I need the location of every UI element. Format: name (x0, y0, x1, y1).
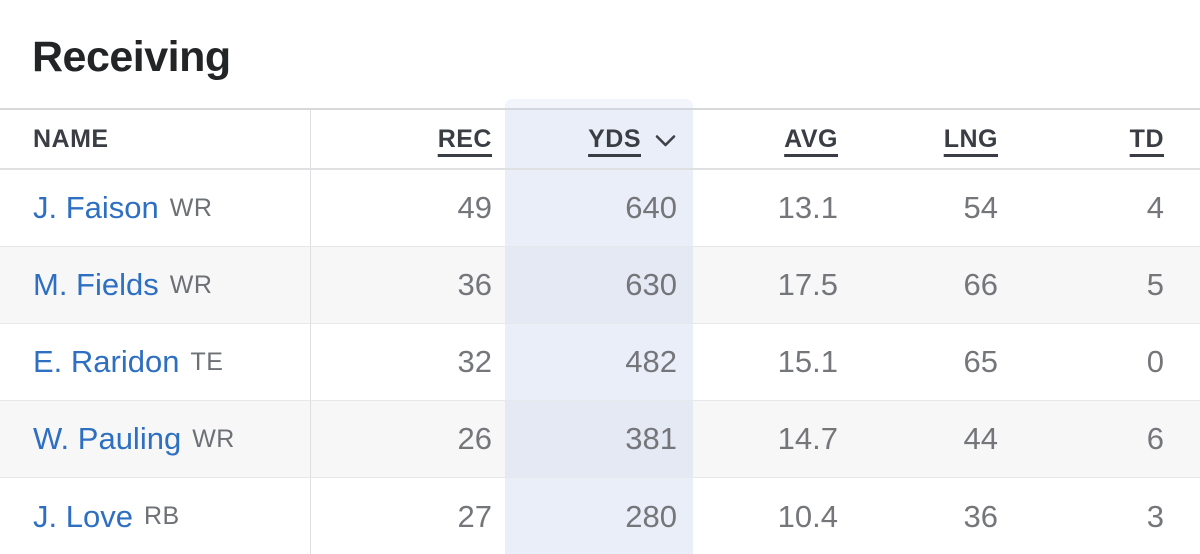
stat-value: 36 (457, 267, 492, 302)
table-row: W. Pauling WR 26 381 14.7 44 6 (0, 401, 1200, 478)
stat-value: 280 (625, 498, 677, 534)
stat-cell-rec: 26 (311, 401, 505, 477)
stat-cell-lng: 65 (852, 324, 1012, 400)
player-link[interactable]: W. Pauling (33, 421, 182, 456)
stat-value: 27 (457, 498, 492, 534)
position-label: TE (190, 347, 224, 376)
player-link[interactable]: M. Fields (33, 267, 159, 302)
table-row: M. Fields WR 36 630 17.5 66 5 (0, 247, 1200, 324)
table-header-row: NAME REC YDS AVG LNG TD (0, 110, 1200, 170)
column-header-td[interactable]: TD (1012, 110, 1200, 168)
stat-value: 26 (457, 421, 492, 456)
player-cell: J. Faison WR (0, 170, 311, 246)
stat-cell-td: 6 (1012, 401, 1200, 477)
stat-value: 17.5 (777, 267, 838, 302)
position-label: WR (192, 424, 235, 453)
stat-cell-avg: 15.1 (693, 324, 852, 400)
stat-cell-td: 4 (1012, 170, 1200, 246)
receiving-table: NAME REC YDS AVG LNG TD (0, 99, 1200, 554)
position-label: WR (169, 270, 213, 299)
player-cell: E. Raridon TE (0, 324, 311, 400)
column-header-label[interactable]: TD (1129, 124, 1164, 153)
stat-cell-rec: 49 (311, 170, 505, 246)
stat-cell-avg: 13.1 (693, 170, 852, 246)
position-label: WR (169, 193, 213, 222)
stat-cell-lng: 54 (852, 170, 1012, 246)
stat-value: 6 (1146, 421, 1164, 456)
stat-value: 640 (625, 190, 677, 225)
stat-cell-lng: 36 (852, 478, 1012, 554)
stat-cell-lng: 66 (852, 247, 1012, 323)
player-cell: J. Love RB (0, 478, 311, 554)
column-header-label[interactable]: REC (437, 124, 492, 153)
stat-cell-yds: 630 (505, 247, 693, 323)
section-title: Receiving (32, 33, 231, 81)
stat-value: 49 (457, 190, 492, 225)
stat-value: 44 (963, 421, 998, 456)
stat-value: 14.7 (777, 421, 838, 456)
stat-cell-rec: 32 (311, 324, 505, 400)
table-row: J. Love RB 27 280 10.4 36 3 (0, 478, 1200, 554)
stat-value: 65 (963, 344, 998, 379)
stat-value: 54 (963, 190, 998, 225)
stat-cell-rec: 36 (311, 247, 505, 323)
player-link[interactable]: J. Faison (33, 190, 159, 225)
table-row: E. Raridon TE 32 482 15.1 65 0 (0, 324, 1200, 401)
stat-value: 381 (625, 421, 677, 456)
sort-chevron-down-icon (654, 130, 677, 148)
table-row: J. Faison WR 49 640 13.1 54 4 (0, 170, 1200, 247)
player-cell: M. Fields WR (0, 247, 311, 323)
stat-cell-td: 3 (1012, 478, 1200, 554)
stat-cell-avg: 17.5 (693, 247, 852, 323)
position-label: RB (143, 502, 180, 530)
column-header-name: NAME (0, 110, 311, 168)
stat-value: 0 (1146, 344, 1164, 379)
stat-cell-yds: 381 (505, 401, 693, 477)
stat-cell-avg: 14.7 (693, 401, 852, 477)
stat-value: 482 (625, 344, 677, 379)
stat-value: 4 (1146, 190, 1164, 225)
column-header-rec[interactable]: REC (311, 110, 505, 168)
stat-value: 3 (1146, 498, 1164, 534)
stat-value: 15.1 (777, 344, 838, 379)
stat-cell-td: 0 (1012, 324, 1200, 400)
column-header-label: NAME (33, 124, 109, 153)
stat-cell-yds: 482 (505, 324, 693, 400)
stat-value: 630 (625, 267, 677, 302)
stat-value: 36 (963, 498, 998, 534)
stat-cell-avg: 10.4 (693, 478, 852, 554)
stat-cell-yds: 280 (505, 478, 693, 554)
column-header-yds[interactable]: YDS (505, 110, 693, 168)
stat-value: 13.1 (777, 190, 838, 225)
player-link[interactable]: E. Raridon (33, 344, 180, 379)
column-header-label[interactable]: LNG (943, 124, 998, 153)
stat-cell-td: 5 (1012, 247, 1200, 323)
player-cell: W. Pauling WR (0, 401, 311, 477)
column-header-label[interactable]: AVG (784, 124, 838, 153)
player-link[interactable]: J. Love (33, 498, 133, 534)
stat-value: 32 (457, 344, 492, 379)
stat-value: 5 (1146, 267, 1164, 302)
stat-cell-rec: 27 (311, 478, 505, 554)
column-header-label[interactable]: YDS (588, 124, 641, 153)
column-header-avg[interactable]: AVG (693, 110, 852, 168)
sorted-column-highlight-cap (505, 99, 693, 110)
stat-cell-yds: 640 (505, 170, 693, 246)
stat-value: 10.4 (777, 498, 838, 534)
column-header-lng[interactable]: LNG (852, 110, 1012, 168)
stat-cell-lng: 44 (852, 401, 1012, 477)
stat-value: 66 (963, 267, 998, 302)
